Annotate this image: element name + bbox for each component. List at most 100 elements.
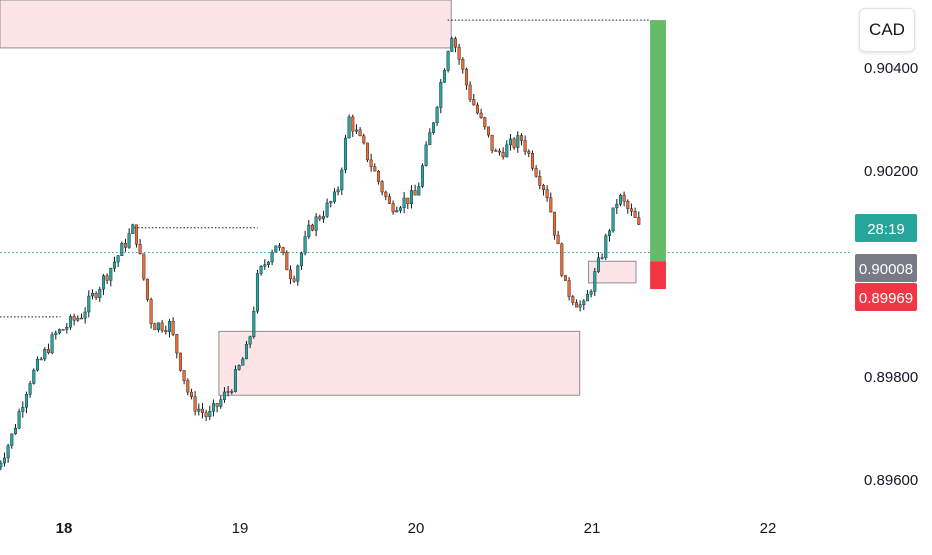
stop-price-badge-bg [855, 283, 917, 311]
candle-up [607, 230, 611, 237]
stop-price-badge: 0.89969 [855, 283, 917, 311]
candle-down [501, 151, 505, 158]
candle-down [358, 129, 362, 137]
candle-down [512, 138, 516, 148]
candle-down [178, 352, 182, 371]
candle-up [54, 332, 58, 336]
candle-down [453, 38, 457, 48]
candle-up [222, 391, 226, 400]
candle-down [46, 349, 50, 354]
position-tool [650, 20, 666, 290]
candle-down [79, 317, 83, 320]
candle-up [618, 194, 622, 205]
candle-up [65, 326, 69, 330]
candle-down [145, 278, 149, 300]
candle-up [43, 349, 47, 360]
countdown-badge-bg [855, 214, 917, 242]
candle-up [259, 266, 263, 274]
candle-down [277, 245, 281, 248]
candle-down [376, 170, 380, 182]
candle-up [156, 322, 160, 331]
entry-price-badge: 0.90008 [855, 254, 917, 282]
candle-down [497, 150, 501, 153]
candle-up [197, 408, 201, 412]
candle-down [534, 168, 538, 177]
candle-down [490, 134, 494, 151]
candle-up [127, 233, 131, 248]
candle-up [167, 320, 171, 332]
candle-up [98, 288, 102, 299]
candle-up [263, 264, 267, 267]
candle-down [123, 242, 127, 248]
candle-up [296, 265, 300, 282]
candle-down [479, 112, 483, 118]
time-tick-label: 22 [760, 520, 777, 537]
candle-up [244, 343, 248, 360]
candle-down [351, 116, 355, 132]
candle-down [204, 412, 208, 417]
candle-up [87, 295, 91, 313]
candle-down [391, 203, 395, 213]
candle-up [435, 107, 439, 124]
candle-down [538, 176, 542, 186]
candle-up [57, 329, 61, 334]
candle-up [32, 369, 36, 384]
candle-up [343, 137, 347, 171]
candle-down [486, 126, 490, 136]
candle-up [585, 294, 589, 302]
candle-up [424, 144, 428, 166]
candle-up [508, 138, 512, 146]
candle-up [39, 358, 43, 361]
candle-up [270, 251, 274, 263]
countdown-badge-text: 28:19 [867, 221, 905, 238]
swing-lines-layer [0, 19, 850, 318]
candle-down [387, 196, 391, 204]
candle-down [153, 323, 157, 331]
candle-down [523, 140, 527, 152]
time-tick-label: 20 [408, 520, 425, 537]
candle-up [417, 186, 421, 196]
candle-up [395, 210, 399, 213]
candle-up [131, 224, 135, 234]
candle-down [230, 391, 234, 393]
price-tick-label: 0.90400 [864, 60, 918, 77]
candle-up [2, 457, 6, 464]
candle-down [384, 191, 388, 197]
candle-down [288, 269, 292, 280]
price-tick-label: 0.89600 [864, 472, 918, 489]
candle-up [17, 411, 21, 429]
candle-up [442, 70, 446, 83]
candle-up [611, 207, 615, 232]
candle-up [578, 304, 582, 308]
currency-button[interactable]: CAD [859, 8, 915, 52]
candle-down [105, 275, 109, 281]
candle-down [164, 330, 168, 332]
candle-up [13, 427, 17, 435]
candle-up [76, 317, 80, 321]
candle-up [428, 132, 432, 146]
candle-down [72, 316, 76, 321]
candle-up [35, 358, 39, 371]
candle-up [112, 261, 116, 269]
candle-up [24, 394, 28, 408]
candle-up [116, 255, 120, 263]
candle-up [615, 203, 619, 209]
candle-down [560, 243, 564, 276]
candle-up [431, 122, 435, 133]
candle-up [582, 300, 586, 305]
candle-down [285, 252, 289, 271]
candle-down [413, 190, 417, 196]
demand-zone-small [587, 260, 637, 284]
candle-up [28, 383, 32, 395]
candle-down [464, 68, 468, 86]
candle-up [101, 275, 105, 290]
candle-up [446, 51, 450, 71]
zones-layer [0, 0, 637, 396]
candle-up [266, 261, 270, 265]
candle-up [329, 201, 333, 204]
candle-down [519, 135, 523, 141]
candle-down [149, 299, 153, 324]
candle-up [600, 257, 604, 259]
